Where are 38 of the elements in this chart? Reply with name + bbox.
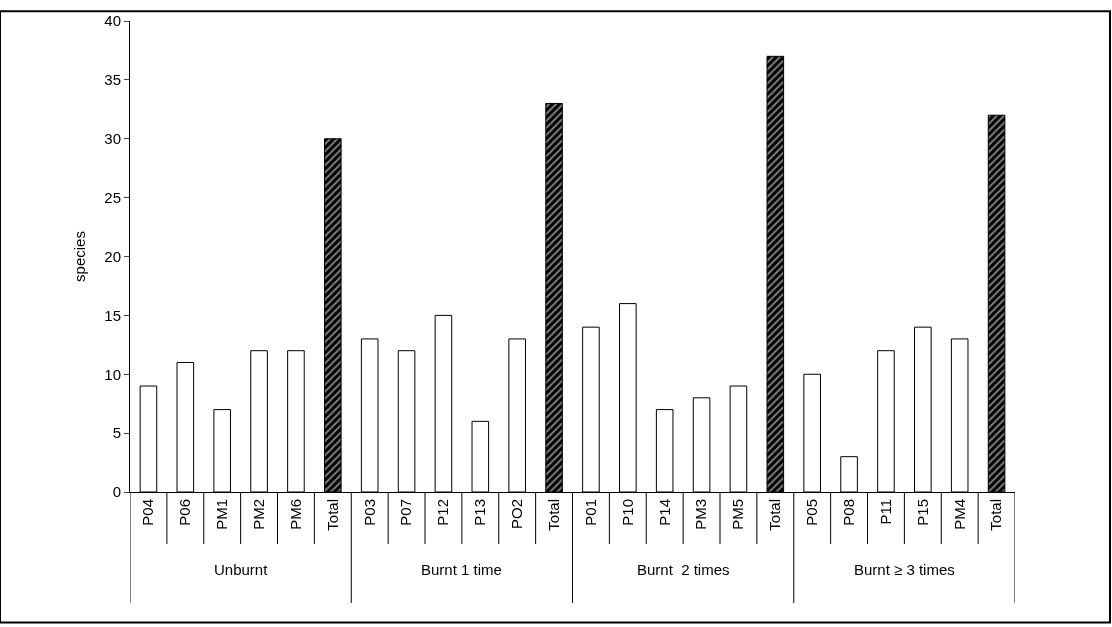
y-tick-label: 30 [104,130,121,147]
x-tick-label: P07 [397,499,415,526]
y-tick-label: 5 [112,424,121,442]
y-axis-title: species [70,231,88,282]
x-tick-label: P15 [913,499,931,526]
x-tick-label: PO2 [508,499,526,530]
x-tick-label: PM1 [213,499,231,530]
x-tick-label: P01 [581,499,599,526]
text: Burnt ≥ 3 times [854,561,955,578]
y-tick-label: 35 [104,71,121,89]
y-tick-label: 0 [112,483,121,501]
x-tick-label: PM3 [692,499,710,530]
x-tick-label: P08 [839,499,857,526]
y-tick-label: 10 [104,365,121,383]
x-tick-label: Total [323,499,341,531]
text: Burnt 2 times [637,561,730,578]
y-tick-label: 15 [104,306,121,324]
x-tick-label: PM4 [950,499,968,530]
x-tick-label: P06 [176,499,194,526]
x-tick-label: P04 [139,499,157,526]
x-tick-label: PM6 [286,499,304,530]
text: Unburnt [214,561,269,578]
x-tick-label: P14 [655,499,673,526]
x-tick-label: P12 [434,499,452,526]
y-tick-label: 20 [104,247,121,265]
x-tick-label: Total [987,499,1005,531]
x-tick-label: P13 [471,499,489,526]
y-tick-label: 40 [104,12,121,30]
x-tick-label: PM5 [729,499,747,530]
x-tick-label: P05 [803,499,821,526]
text: Burnt 1 time [421,561,502,578]
x-tick-label: P03 [360,499,378,526]
x-tick-label: P10 [618,499,636,526]
x-tick-label: Total [544,499,562,531]
x-tick-label: PM2 [249,499,267,530]
x-tick-label: P11 [876,499,894,525]
x-tick-label: Total [766,499,784,531]
y-tick-label: 25 [104,188,121,206]
